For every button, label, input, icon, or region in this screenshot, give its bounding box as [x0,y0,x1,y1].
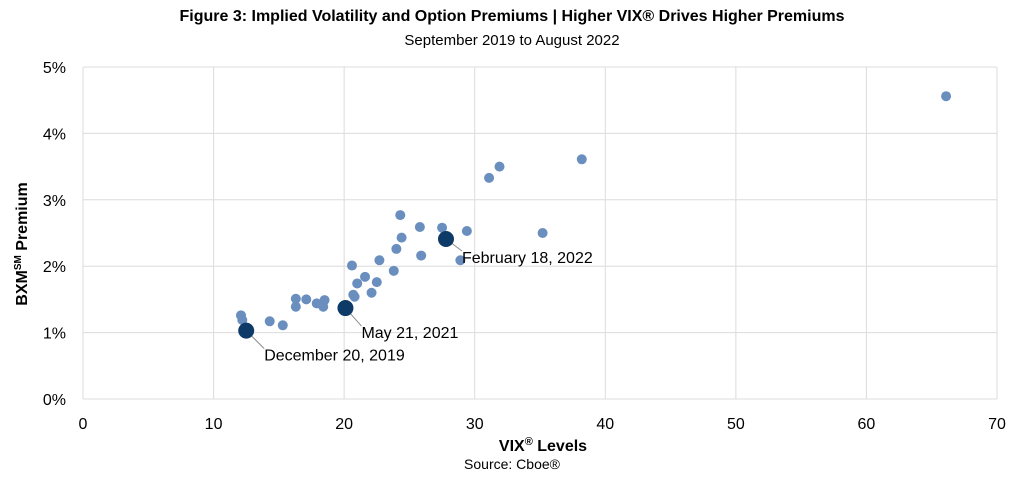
y-tick-label: 2% [43,259,66,276]
data-point [290,293,301,304]
y-axis-label-main: BXM [14,270,31,306]
x-tick-label: 60 [858,416,876,433]
y-tick-labels: 0% 1% 2% 3% 4% 5% [43,60,66,409]
annotation-label: December 20, 2019 [264,348,405,365]
data-point [391,243,402,254]
x-axis-label-rest: Levels [533,438,587,455]
data-point [455,255,466,266]
data-point [301,294,312,305]
y-tick-label: 5% [43,60,66,77]
chart-title: Figure 3: Implied Volatility and Option … [179,8,845,25]
highlighted-points: December 20, 2019 May 21, 2021 February 18… [238,230,593,365]
highlighted-point [238,322,255,339]
y-tick-label: 1% [43,326,66,343]
data-point [374,255,385,266]
data-point [388,265,399,276]
data-point [941,91,952,102]
data-point [494,161,505,172]
data-point [371,277,382,288]
data-point [537,228,548,238]
data-point [349,291,360,302]
data-point [414,222,425,233]
data-point [576,154,587,165]
x-tick-label: 40 [596,416,614,433]
data-point [484,172,495,183]
y-axis-label-sup: SM [13,255,24,270]
data-point [437,222,448,233]
x-tick-label: 50 [727,416,745,433]
data-point [237,314,248,325]
highlighted-point [437,230,454,247]
x-tick-label: 20 [335,416,353,433]
data-point [352,278,363,289]
y-tick-label: 4% [43,126,66,143]
x-tick-label: 10 [205,416,223,433]
highlighted-point [337,300,354,317]
data-points [235,91,952,331]
gridlines [82,66,998,400]
data-point [461,226,472,237]
data-point [396,232,407,243]
y-axis-label-rest: Premium [14,182,31,255]
data-point [290,301,301,312]
data-point [319,295,330,306]
x-tick-labels: 0 10 20 30 40 50 60 70 [79,416,1006,433]
x-tick-label: 0 [79,416,88,433]
data-point [416,250,427,261]
data-point [264,316,275,327]
x-axis-label-main: VIX [499,438,525,455]
chart-source: Source: Cboe® [464,456,560,472]
y-tick-label: 0% [43,392,66,409]
data-point [346,260,357,271]
data-point [360,271,371,282]
data-point [395,210,406,221]
x-tick-label: 30 [466,416,484,433]
x-axis-label: VIX® Levels [499,436,587,455]
annotation-label: May 21, 2021 [361,325,458,342]
x-tick-label: 70 [988,416,1006,433]
annotation-label: February 18, 2022 [462,250,593,267]
y-axis-label: BXMSM Premium [13,182,31,305]
data-point [366,287,377,298]
data-point [277,320,288,331]
chart-subtitle: September 2019 to August 2022 [404,32,620,49]
y-tick-label: 3% [43,193,66,210]
x-axis-label-sup: ® [525,436,533,448]
